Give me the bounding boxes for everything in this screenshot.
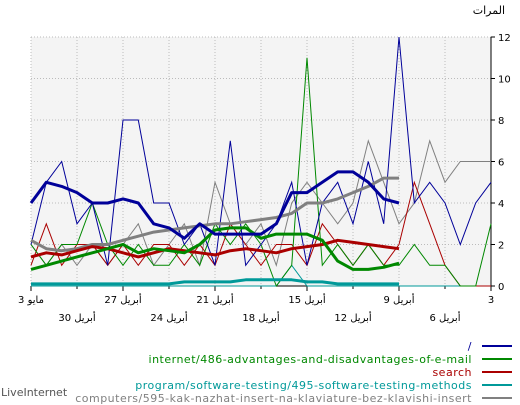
series-trend-4 — [30, 176, 399, 253]
x-tick-label: 12 أبريل — [334, 311, 372, 324]
legend-swatch — [482, 345, 512, 347]
x-tick-label: 24 أبريل — [150, 311, 188, 324]
legend-swatch — [482, 397, 512, 399]
legend-swatch — [482, 371, 512, 373]
x-tick-label: 6 أبريل — [430, 311, 461, 324]
footer-brand: LiveInternet — [1, 386, 68, 399]
y-tick-label: 0 — [498, 282, 504, 293]
y-tick-label: 12 — [498, 33, 511, 44]
legend-label: program/software-testing/495-software-te… — [135, 378, 472, 392]
y-tick-label: 4 — [498, 199, 504, 210]
y-tick-label: 8 — [498, 116, 504, 127]
series-line-0 — [30, 36, 492, 267]
legend-item: search — [432, 365, 512, 379]
x-tick-label: 27 أبريل — [104, 293, 142, 306]
x-tick-label: 9 أبريل — [384, 293, 415, 306]
legend-label: search — [432, 365, 472, 379]
x-tick-label: 3 — [488, 295, 494, 306]
x-tick-label: 21 أبريل — [196, 293, 234, 306]
x-tick-label: 15 أبريل — [288, 293, 326, 306]
legend-item: / — [468, 339, 512, 353]
legend-label: computers/595-kak-nazhat-insert-na-klavi… — [75, 391, 472, 405]
legend-item: internet/486-advantages-and-disadvantage… — [149, 352, 512, 366]
legend-swatch — [482, 384, 512, 386]
x-tick-label: 3 مايو — [18, 295, 44, 306]
y-tick-label: 2 — [498, 241, 504, 252]
legend-item: computers/595-kak-nazhat-insert-na-klavi… — [75, 391, 512, 405]
y-axis-label: المرات — [472, 4, 505, 17]
series-trend-2 — [30, 238, 400, 259]
x-tick-label: 30 أبريل — [58, 311, 96, 324]
series-trend-3 — [31, 278, 399, 286]
legend-label: internet/486-advantages-and-disadvantage… — [148, 352, 472, 366]
series-trend-1 — [30, 226, 400, 271]
legend-label: / — [467, 339, 472, 353]
legend-item: program/software-testing/495-software-te… — [135, 378, 512, 392]
y-tick-label: 10 — [498, 75, 511, 86]
series-line-3 — [31, 264, 491, 287]
x-tick-label: 18 أبريل — [242, 311, 280, 324]
series-trend-0 — [29, 170, 400, 240]
legend-swatch — [482, 358, 512, 360]
y-tick-label: 6 — [498, 158, 504, 169]
